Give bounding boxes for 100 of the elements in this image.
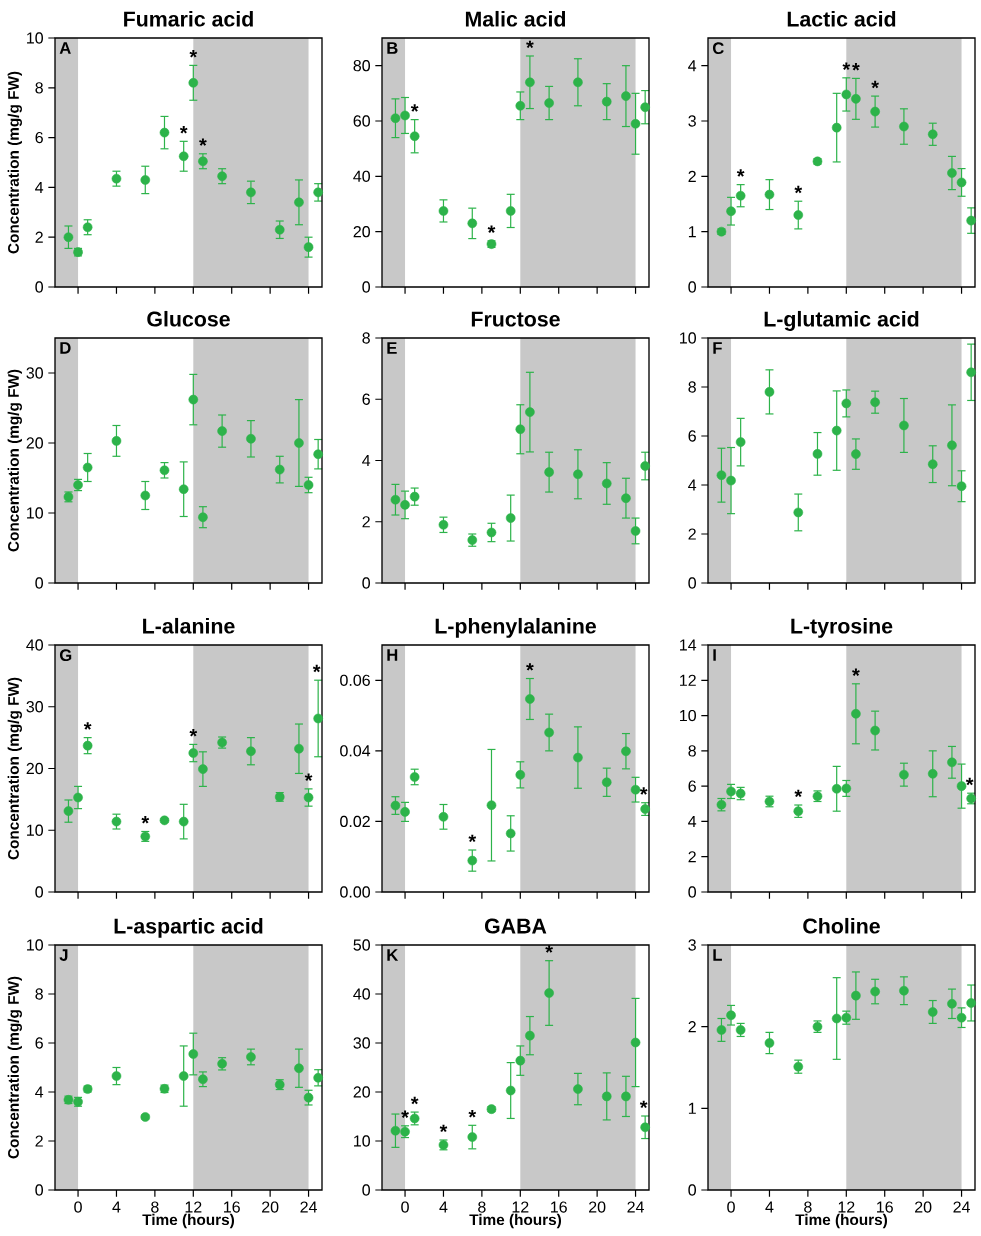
point [851, 990, 861, 1001]
point [899, 420, 909, 431]
y-tick-label: 10 [680, 332, 696, 344]
x-tick-label: 12 [512, 1201, 529, 1213]
x-tick-label: 12 [185, 1201, 202, 1213]
point [82, 740, 93, 751]
point [601, 478, 612, 489]
y-tick-label: 6 [362, 393, 370, 405]
annotation: * [199, 138, 207, 146]
y-tick-label: 2 [688, 851, 696, 863]
y-tick-label: 20 [353, 226, 370, 238]
point [735, 190, 746, 201]
point [793, 507, 804, 518]
y-tick-label: 40 [26, 639, 43, 651]
x-tick-label: 4 [439, 1201, 448, 1213]
point [246, 433, 256, 444]
point [390, 113, 401, 124]
y-tick-label: 1 [688, 1102, 696, 1114]
y-tick-label: 0 [362, 281, 370, 293]
point [870, 986, 880, 997]
annotation: * [639, 787, 648, 795]
y-tick-label: 0 [688, 281, 696, 293]
y-tick-label: 10 [27, 939, 43, 951]
annotation: * [304, 773, 313, 781]
point [390, 494, 401, 505]
point [573, 469, 583, 480]
y-axis-title: Concentration (mg/g FW) [7, 369, 22, 552]
point [515, 1055, 526, 1066]
point [630, 526, 641, 536]
y-tick-label: 0 [35, 886, 43, 898]
point [390, 1125, 401, 1136]
chart-title: Fructose [471, 311, 560, 327]
point [947, 168, 957, 178]
x-axis-title: Time (hours) [142, 1213, 235, 1229]
annotation: * [179, 125, 188, 134]
annotation: D [60, 342, 71, 354]
y-tick-label: 0 [35, 1184, 43, 1196]
point [274, 464, 285, 475]
x-tick-label: 24 [627, 1201, 644, 1213]
point [525, 407, 535, 417]
point [621, 1091, 631, 1102]
point [303, 792, 314, 803]
point [544, 727, 554, 738]
x-tick-label: 20 [589, 1201, 606, 1213]
x-tick-label: 16 [877, 1201, 893, 1213]
y-tick-label: 0 [688, 886, 696, 898]
point [188, 394, 199, 405]
annotation: B [387, 42, 398, 54]
y-tick-label: 2 [688, 1021, 696, 1033]
point [851, 94, 861, 104]
point [198, 512, 208, 522]
point [409, 491, 420, 502]
point [870, 106, 880, 117]
y-tick-label: 12 [680, 674, 696, 686]
point [573, 752, 583, 763]
point [409, 131, 420, 142]
x-tick-label: 16 [224, 1201, 240, 1213]
point [73, 792, 83, 803]
point [505, 206, 516, 216]
y-tick-label: 6 [688, 430, 696, 442]
point [246, 1052, 256, 1062]
chart-title: Fumaric acid [124, 10, 253, 27]
point [505, 513, 516, 523]
point [716, 470, 727, 480]
annotation: * [545, 945, 553, 953]
point [217, 171, 227, 181]
point [486, 527, 497, 538]
point [764, 189, 775, 200]
point [764, 1038, 775, 1048]
y-tick-label: 8 [688, 381, 696, 393]
chart-title: GABA [484, 918, 547, 934]
annotation: * [189, 729, 198, 737]
annotation: * [468, 834, 477, 843]
annotation: * [189, 50, 198, 58]
y-tick-label: 4 [688, 60, 697, 72]
y-tick-label: 10 [680, 709, 696, 722]
annotation: G [59, 649, 72, 662]
point [927, 1007, 938, 1017]
x-tick-label: 4 [765, 1201, 774, 1213]
annotation: * [526, 663, 534, 671]
annotation: * [852, 63, 860, 71]
point [966, 367, 976, 378]
chart-title: L-alanine [143, 617, 235, 634]
chart-title: L-glutamic acid [764, 310, 919, 331]
y-tick-label: 8 [35, 988, 43, 1000]
point [899, 769, 909, 780]
point [246, 746, 256, 757]
y-axis-title: Concentration (mg/g FW) [7, 71, 22, 254]
point [630, 118, 641, 129]
y-axis-title: Concentration (mg/g FW) [7, 677, 22, 860]
annotation: * [410, 1096, 419, 1105]
point [966, 215, 976, 226]
point [438, 206, 449, 216]
point [525, 77, 535, 88]
point [851, 449, 861, 459]
point [764, 387, 775, 397]
x-tick-label: 20 [915, 1201, 932, 1213]
point [486, 800, 497, 810]
point [601, 1091, 612, 1102]
point [525, 694, 535, 704]
